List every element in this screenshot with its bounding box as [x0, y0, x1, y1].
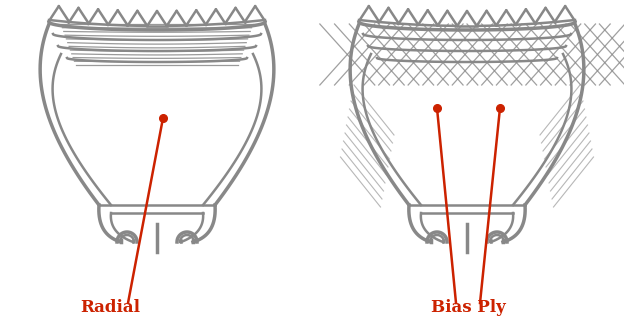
Text: Bias Ply: Bias Ply: [431, 300, 505, 317]
Text: Radial: Radial: [80, 300, 140, 317]
